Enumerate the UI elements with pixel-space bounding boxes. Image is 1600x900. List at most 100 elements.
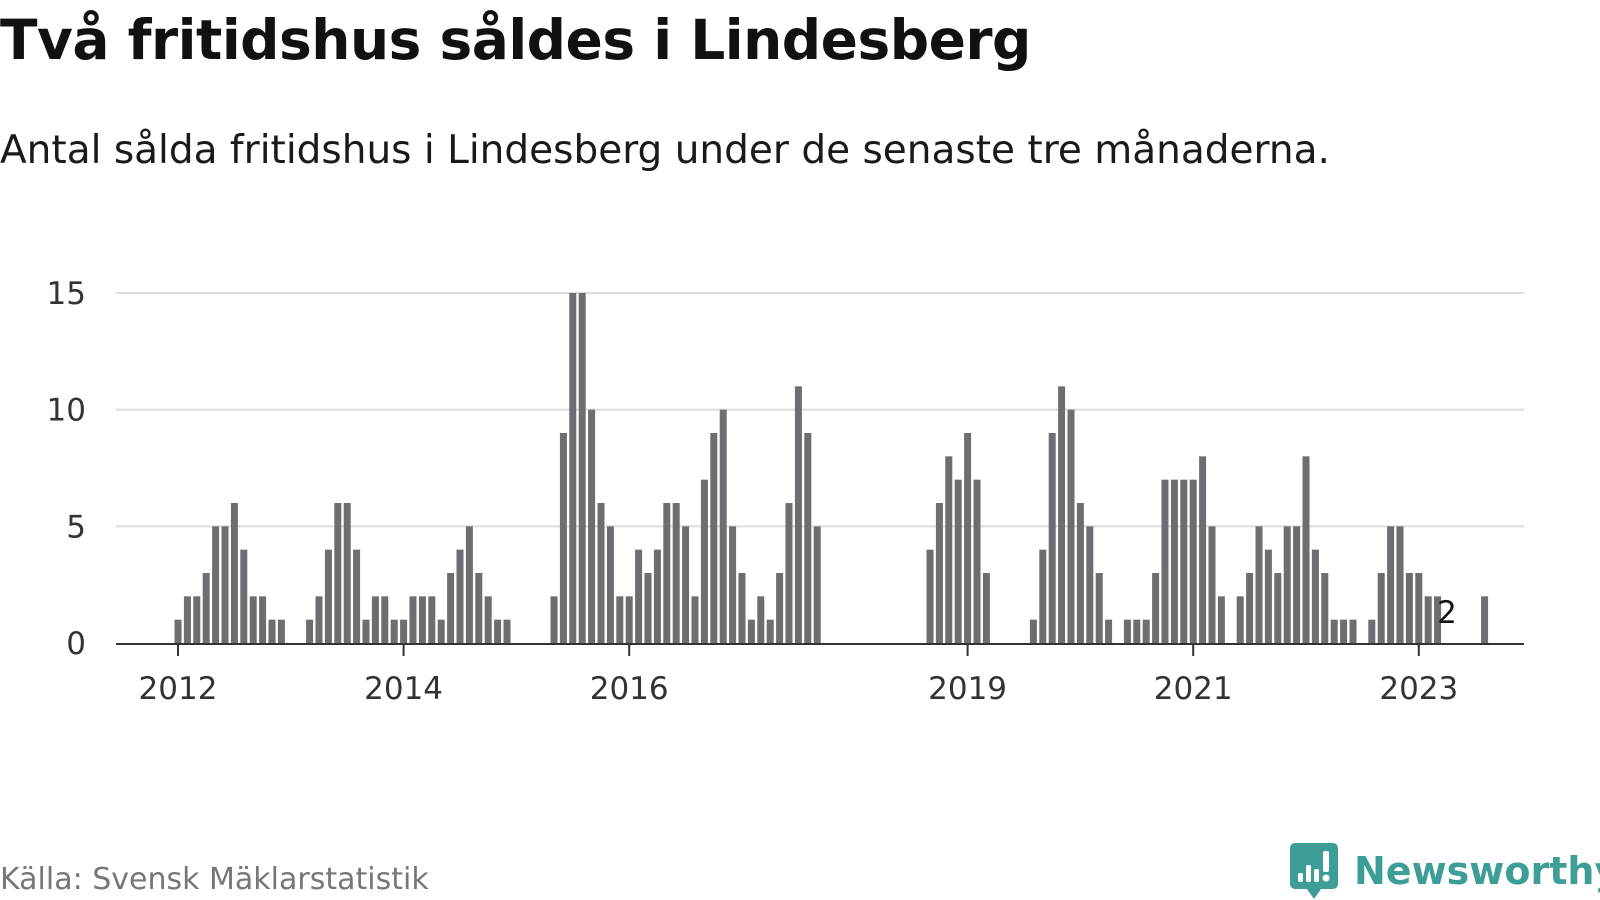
- bar: [653, 549, 661, 643]
- bar: [1311, 549, 1319, 643]
- y-tick-label: 5: [66, 509, 86, 545]
- chart-subtitle: Antal sålda fritidshus i Lindesberg unde…: [0, 128, 1330, 173]
- bar: [1067, 409, 1075, 643]
- bar: [240, 549, 248, 643]
- bar: [700, 479, 708, 643]
- bar: [757, 596, 765, 643]
- bar: [1076, 503, 1084, 643]
- bar: [353, 549, 361, 643]
- bar: [569, 293, 577, 643]
- bar: [1415, 573, 1423, 643]
- bar: [1255, 526, 1263, 643]
- bar: [418, 596, 426, 643]
- bar: [588, 409, 596, 643]
- bar: [400, 619, 408, 643]
- bar: [315, 596, 323, 643]
- bar: [484, 596, 492, 643]
- bar: [1321, 573, 1329, 643]
- bar: [719, 409, 727, 643]
- highlight-data-label: 2: [1437, 595, 1457, 631]
- x-tick-label: 2016: [590, 671, 669, 707]
- bar: [1170, 479, 1178, 643]
- bar: [1105, 619, 1113, 643]
- bar: [1142, 619, 1150, 643]
- bar: [1424, 596, 1432, 643]
- bar: [371, 596, 379, 643]
- bar: [945, 456, 953, 643]
- bar: [766, 619, 774, 643]
- chart-title: Två fritidshus såldes i Lindesberg: [0, 8, 1031, 72]
- bar: [794, 386, 802, 643]
- bar: [1123, 619, 1131, 643]
- bar: [738, 573, 746, 643]
- bar: [644, 573, 652, 643]
- bar: [1293, 526, 1301, 643]
- y-tick-label: 0: [66, 626, 86, 662]
- bar: [324, 549, 332, 643]
- bar: [616, 596, 624, 643]
- bar: [964, 433, 972, 643]
- x-tick-label: 2021: [1154, 671, 1233, 707]
- bar: [221, 526, 229, 643]
- bar: [1481, 596, 1489, 643]
- bar: [776, 573, 784, 643]
- newsworthy-logo: Newsworthy: [1290, 842, 1600, 900]
- bar: [550, 596, 558, 643]
- bar: [710, 433, 718, 643]
- bar: [249, 596, 257, 643]
- bar: [1330, 619, 1338, 643]
- bar: [1368, 619, 1376, 643]
- bar: [729, 526, 737, 643]
- bar: [1086, 526, 1094, 643]
- bar-chart: 0 5 10 15 2012 2014 2016 2019 2021 2023 2: [47, 276, 1524, 707]
- bar: [202, 573, 210, 643]
- x-tick-label: 2019: [928, 671, 1007, 707]
- bar: [747, 619, 755, 643]
- bar: [578, 293, 586, 643]
- bar: [1387, 526, 1395, 643]
- bar: [1396, 526, 1404, 643]
- bar: [935, 503, 943, 643]
- bar: [1161, 479, 1169, 643]
- bar: [635, 549, 643, 643]
- x-tick-label: 2012: [139, 671, 218, 707]
- bar: [1405, 573, 1413, 643]
- y-tick-label: 15: [47, 276, 86, 312]
- bar: [1349, 619, 1357, 643]
- bar: [1274, 573, 1282, 643]
- bar: [1133, 619, 1141, 643]
- bar: [1340, 619, 1348, 643]
- bar: [306, 619, 314, 643]
- bar: [1152, 573, 1160, 643]
- bar: [212, 526, 220, 643]
- bar: [334, 503, 342, 643]
- bar: [494, 619, 502, 643]
- bar: [428, 596, 436, 643]
- newsworthy-logo-icon: [1290, 843, 1338, 899]
- y-tick-label: 10: [47, 393, 86, 429]
- bar: [183, 596, 191, 643]
- x-tick-label: 2014: [364, 671, 443, 707]
- bar: [456, 549, 464, 643]
- x-tick-label: 2023: [1379, 671, 1458, 707]
- bar: [381, 596, 389, 643]
- bar: [1189, 479, 1197, 643]
- bar: [559, 433, 567, 643]
- bar: [597, 503, 605, 643]
- bar: [390, 619, 398, 643]
- bar: [813, 526, 821, 643]
- bar: [1246, 573, 1254, 643]
- bar: [1048, 433, 1056, 643]
- bar: [982, 573, 990, 643]
- bar: [625, 596, 633, 643]
- bar: [1058, 386, 1066, 643]
- bar: [785, 503, 793, 643]
- bar: [259, 596, 267, 643]
- bar: [277, 619, 285, 643]
- bar: [268, 619, 276, 643]
- bar: [691, 596, 699, 643]
- bar: [1377, 573, 1385, 643]
- newsworthy-logo-text: Newsworthy: [1354, 849, 1600, 893]
- bar: [437, 619, 445, 643]
- bar: [362, 619, 370, 643]
